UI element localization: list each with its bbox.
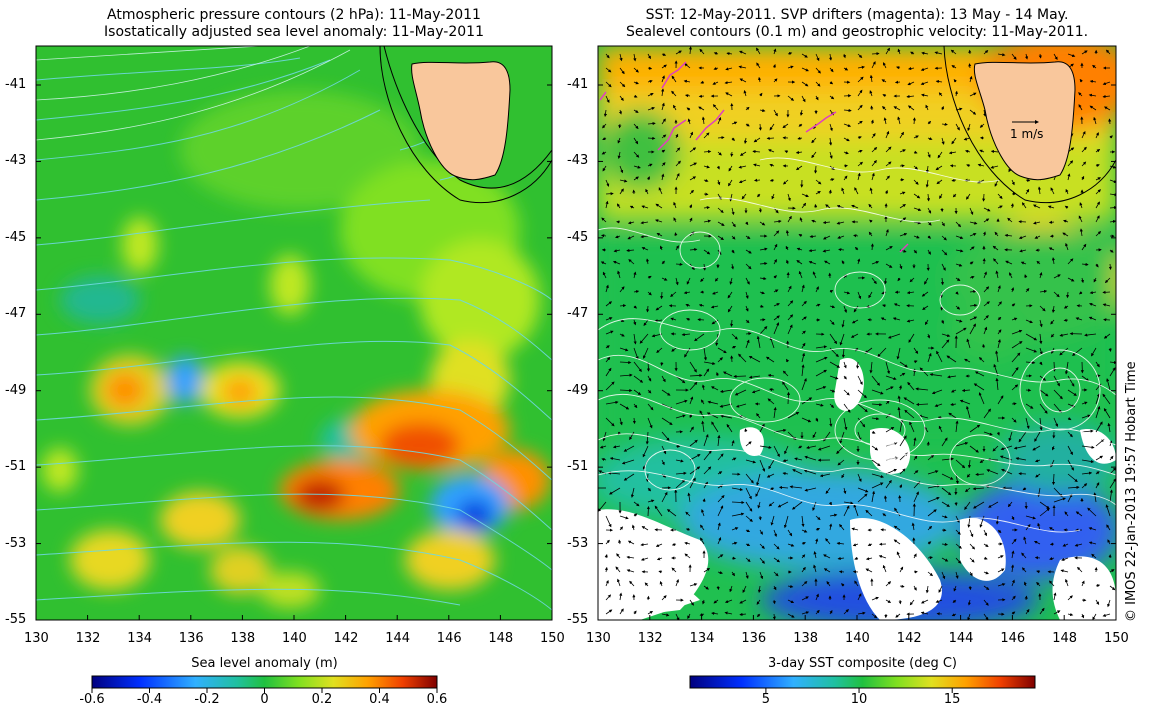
right-map-sst	[598, 46, 1116, 620]
right-lon-tick-label: 140	[845, 631, 870, 646]
left-colorbar-tick-label: 0.4	[369, 692, 390, 707]
left-map-sea-level-anomaly	[36, 46, 552, 620]
right-lat-tick-label: -51	[567, 459, 589, 475]
svp-drifters	[599, 61, 909, 253]
left-lat-tick-label: -41	[5, 77, 27, 92]
tasmania-land-left	[379, 46, 552, 204]
left-lat-tick-label: -45	[5, 229, 27, 245]
left-lat-tick-label: -55	[5, 612, 27, 627]
right-colorbar-tick-label: 15	[943, 692, 961, 707]
right-lon-tick-label: 132	[637, 631, 663, 646]
left-lon-tick-label: 144	[385, 631, 411, 646]
left-lat-tick-label: -49	[5, 382, 27, 398]
left-lon-tick-label: 150	[540, 631, 565, 646]
left-lat-tick-label: -51	[5, 459, 27, 475]
left-colorbar-tick-label: -0.2	[194, 692, 220, 707]
right-colorbar-tick-label: 10	[850, 692, 868, 707]
left-lon-tick-label: 134	[127, 631, 153, 646]
left-lon-tick-label: 132	[75, 631, 101, 646]
pressure-contours-light	[36, 46, 351, 141]
left-colorbar-tick-label: -0.4	[136, 692, 163, 707]
left-title-line2: Isostatically adjusted sea level anomaly…	[104, 24, 484, 40]
left-lat-tick-label: -43	[5, 153, 27, 169]
left-anomaly-field	[42, 90, 550, 608]
left-lat-tick-label: -53	[5, 535, 27, 551]
left-colorbar	[91, 675, 438, 689]
imos-credit: © IMOS 22-Jan-2013 19:57 Hobart Time	[1124, 361, 1139, 622]
left-lon-tick-label: 136	[178, 631, 204, 646]
left-lon-tick-label: 142	[333, 631, 359, 646]
pressure-contours	[36, 57, 552, 611]
right-colorbar	[689, 675, 1036, 689]
tasmania-land-right	[943, 46, 1116, 204]
right-lon-tick-label: 134	[689, 631, 715, 646]
right-lat-tick-label: -41	[567, 77, 589, 92]
left-lat-tick-label: -47	[5, 306, 27, 322]
right-lat-tick-label: -55	[567, 612, 589, 627]
right-lon-tick-label: 146	[1000, 631, 1026, 646]
left-lon-tick-label: 148	[488, 631, 514, 646]
left-colorbar-tick-label: 0.2	[311, 692, 333, 707]
right-lon-tick-label: 148	[1052, 631, 1078, 646]
right-lon-tick-label: 138	[793, 631, 819, 646]
right-lat-tick-label: -47	[567, 306, 589, 322]
right-lat-tick-label: -49	[567, 382, 589, 398]
right-lon-tick-label: 130	[586, 631, 611, 646]
left-lon-tick-label: 138	[230, 631, 256, 646]
right-lon-tick-label: 136	[741, 631, 767, 646]
axis-tick-marks	[35, 84, 1117, 693]
left-colorbar-tick-label: 0.6	[426, 692, 448, 707]
velocity-scale-label: 1 m/s	[1010, 127, 1044, 141]
left-title-line1: Atmospheric pressure contours (2 hPa): 1…	[107, 7, 481, 23]
right-lat-tick-label: -53	[567, 535, 589, 551]
right-lon-tick-label: 150	[1104, 631, 1129, 646]
right-lon-tick-label: 144	[948, 631, 974, 646]
right-title-line2: Sealevel contours (0.1 m) and geostrophi…	[625, 24, 1089, 40]
right-lat-tick-label: -45	[567, 229, 589, 245]
right-lat-tick-label: -43	[567, 153, 589, 169]
cloud-mask	[598, 358, 1116, 620]
left-colorbar-tick-label: -0.6	[79, 692, 105, 707]
left-colorbar-tick-label: 0	[260, 692, 269, 707]
left-lon-tick-label: 146	[436, 631, 462, 646]
left-lon-tick-label: 130	[24, 631, 49, 646]
left-lon-tick-label: 140	[282, 631, 307, 646]
left-colorbar-title: Sea level anomaly (m)	[191, 656, 338, 671]
right-colorbar-title: 3-day SST composite (deg C)	[767, 656, 958, 671]
sealevel-contours	[598, 157, 1116, 533]
right-colorbar-tick-label: 5	[761, 692, 771, 707]
right-title-line1: SST: 12-May-2011. SVP drifters (magenta)…	[645, 7, 1069, 23]
right-lon-tick-label: 142	[896, 631, 922, 646]
